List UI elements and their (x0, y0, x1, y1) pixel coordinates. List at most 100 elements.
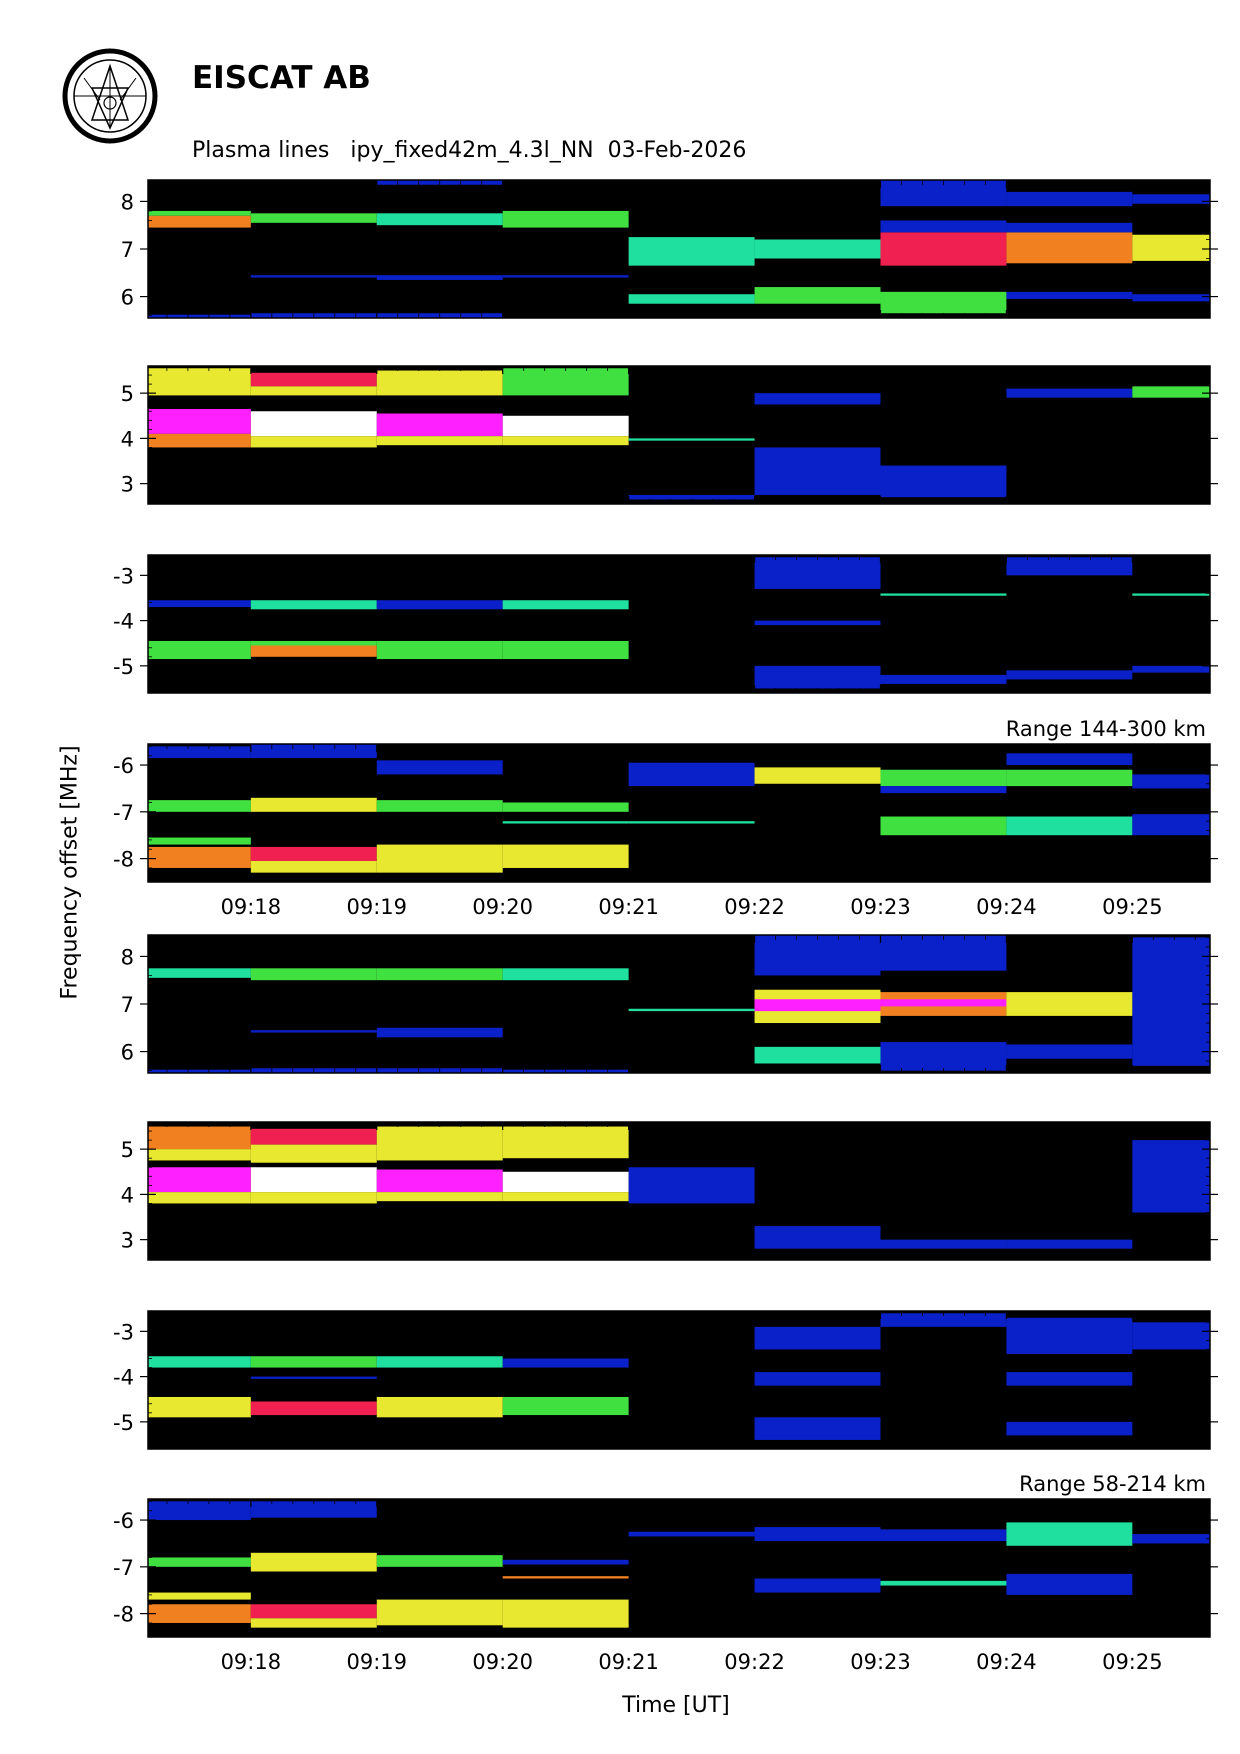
panel-7-band (250, 1401, 377, 1416)
panel-7-band (1132, 1322, 1210, 1350)
panel-6-band (250, 1192, 377, 1204)
panel-7-band (250, 1356, 377, 1368)
panel-6-band (148, 1149, 251, 1161)
panel-5-band (880, 1042, 1007, 1071)
y-tick-label: 6 (121, 286, 134, 310)
panel-7-frame (147, 1310, 1211, 1450)
panel-5-band (250, 968, 377, 981)
panel-8-band (502, 1559, 629, 1565)
panel-3-band (250, 645, 377, 657)
panel-6-band (628, 1167, 755, 1204)
panel-4-band (148, 846, 251, 868)
x-tick-label: 09:21 (598, 895, 659, 919)
panel-8-band (376, 1599, 503, 1626)
panel-8-band (250, 1604, 377, 1619)
panel-2-band (148, 408, 251, 434)
x-tick-label: 09:23 (850, 1650, 911, 1674)
panel-3-band (250, 640, 377, 646)
panel-5-band (148, 968, 251, 978)
panel-8-band (502, 1576, 629, 1579)
panel-4-band (1132, 814, 1210, 836)
panel-6-frame (147, 1121, 1211, 1261)
panel-1-band (1132, 234, 1210, 261)
panel-8-band (250, 1618, 377, 1628)
panel-6-band (376, 1126, 503, 1161)
y-tick-label: -6 (113, 754, 134, 778)
panel-7-band (502, 1396, 629, 1416)
panel-4-band (250, 744, 377, 759)
panel-3-band (1132, 593, 1210, 596)
panel-1-band (502, 210, 629, 228)
panel-4-band (148, 837, 251, 845)
y-tick-label: 7 (121, 238, 134, 262)
y-tick-label: -7 (113, 801, 134, 825)
panel-3-band (880, 674, 1007, 684)
y-tick-label: 8 (121, 190, 134, 214)
panel-5-band (1006, 1044, 1133, 1059)
panel-8-band (148, 1557, 251, 1567)
panel-1-band (1006, 291, 1133, 299)
panel-1-band (754, 239, 881, 259)
x-tick-label: 09:24 (976, 895, 1037, 919)
panel-5-band (376, 968, 503, 981)
panel-7-band (376, 1396, 503, 1418)
panel-6-band (250, 1144, 377, 1163)
y-tick-label: -4 (113, 610, 134, 634)
panel-1-band (1132, 294, 1210, 302)
panel-6-band (376, 1169, 503, 1193)
panel-1-band (880, 291, 1007, 314)
panel-8-band (1132, 1534, 1210, 1544)
panel-2-band (250, 386, 377, 396)
panel-1-band (376, 275, 503, 280)
panel-1-band (880, 220, 1007, 233)
y-tick-label: 3 (121, 473, 134, 497)
panel-7-band (880, 1313, 1007, 1327)
panel-4-band (628, 762, 755, 787)
panel-3-band (754, 665, 881, 689)
panel-3-band (502, 600, 629, 610)
panel-1-band (1132, 194, 1210, 204)
y-tick-label: -3 (113, 1320, 134, 1344)
panel-8-band (628, 1531, 755, 1537)
panel-2-band (628, 438, 755, 441)
panel-7-band (1006, 1421, 1133, 1436)
x-tick-label: 09:25 (1102, 895, 1163, 919)
panel-5-band (754, 935, 881, 976)
x-tick-label: 09:22 (724, 1650, 785, 1674)
panel-8-band (250, 1501, 377, 1518)
panel-3-band (502, 640, 629, 660)
y-tick-label: -3 (113, 564, 134, 588)
panel-3-band (1006, 557, 1133, 576)
panel-4-band (1006, 816, 1133, 836)
panel-1-band (376, 213, 503, 226)
y-tick-label: -8 (113, 848, 134, 872)
x-axis-label: Time [UT] (622, 1693, 730, 1718)
panel-7-band (754, 1372, 881, 1386)
panel-2-band (250, 411, 377, 437)
panel-7-band (148, 1356, 251, 1368)
panel-4-band (148, 800, 251, 812)
panel-3-frame (147, 554, 1211, 694)
panel-7-band (754, 1326, 881, 1350)
panel-4-band (502, 802, 629, 812)
x-tick-label: 09:18 (221, 895, 282, 919)
panel-1-band (250, 213, 377, 223)
panel-4-band (1006, 769, 1133, 787)
panel-2-frame (147, 365, 1211, 505)
panel-6-band (250, 1167, 377, 1193)
panel-3-band (1132, 665, 1210, 673)
panel-2-band (628, 494, 755, 500)
y-tick-label: -7 (113, 1556, 134, 1580)
panel-4-band (1132, 774, 1210, 789)
panel-6-band (502, 1126, 629, 1159)
panel-4-band (502, 844, 629, 868)
panel-6-band (502, 1171, 629, 1193)
panel-5-band (1132, 937, 1210, 1066)
panel-2-band (880, 465, 1007, 498)
panel-2-band (148, 368, 251, 396)
panel-8-band (880, 1529, 1007, 1542)
panel-3-band (376, 600, 503, 610)
y-tick-label: 5 (121, 382, 134, 406)
panel-2-band (1006, 388, 1133, 398)
panel-4-band (1006, 753, 1133, 766)
